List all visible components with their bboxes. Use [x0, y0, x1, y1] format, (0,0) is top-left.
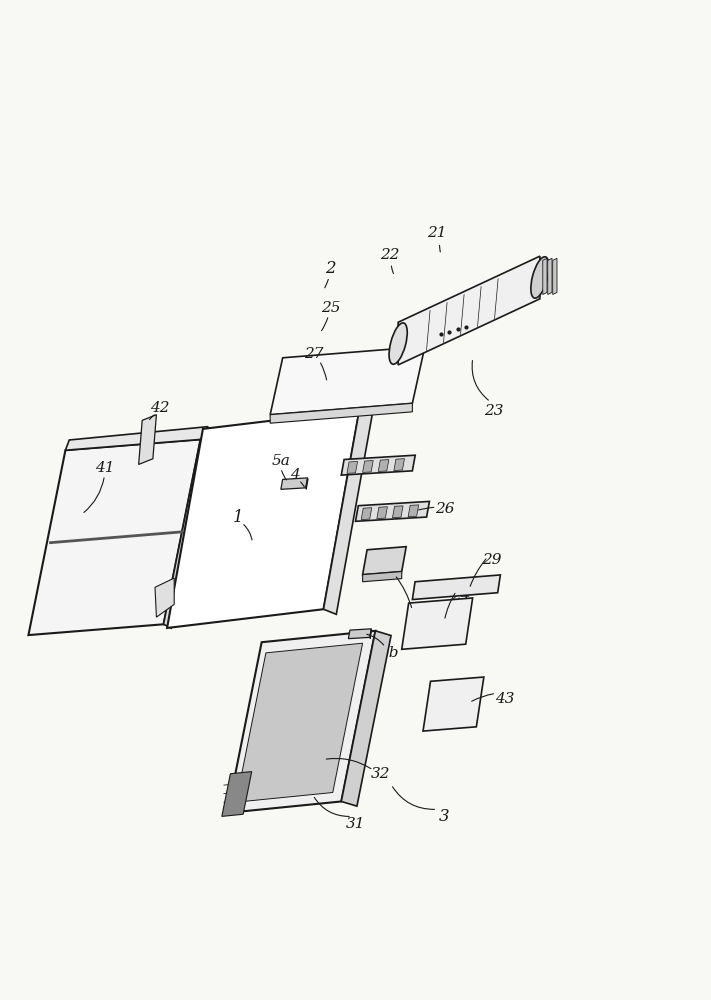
Polygon shape	[348, 629, 371, 639]
Polygon shape	[236, 643, 363, 802]
Polygon shape	[363, 461, 373, 472]
Polygon shape	[363, 547, 406, 575]
Polygon shape	[281, 478, 308, 489]
Polygon shape	[155, 578, 174, 617]
Text: 2: 2	[326, 260, 336, 277]
Text: 1: 1	[233, 509, 243, 526]
Polygon shape	[28, 439, 201, 635]
Text: 24: 24	[451, 589, 471, 603]
Polygon shape	[402, 598, 473, 649]
Polygon shape	[270, 346, 425, 415]
Polygon shape	[270, 403, 412, 423]
Polygon shape	[423, 677, 483, 731]
Text: 22: 22	[380, 248, 400, 262]
Polygon shape	[222, 772, 252, 816]
Text: 42: 42	[150, 401, 170, 415]
Polygon shape	[324, 410, 372, 614]
Polygon shape	[341, 455, 415, 475]
Text: 25: 25	[321, 301, 341, 315]
Text: 28: 28	[407, 610, 427, 624]
Polygon shape	[361, 508, 372, 520]
Polygon shape	[347, 461, 358, 473]
Polygon shape	[228, 631, 375, 813]
Polygon shape	[552, 258, 557, 295]
Text: 21: 21	[427, 226, 447, 240]
Polygon shape	[542, 258, 547, 295]
Text: 23: 23	[484, 404, 504, 418]
Polygon shape	[370, 629, 372, 639]
Polygon shape	[394, 459, 405, 471]
Text: 31: 31	[346, 817, 365, 831]
Text: 41: 41	[95, 461, 115, 475]
Polygon shape	[547, 258, 552, 295]
Text: 4: 4	[290, 468, 300, 482]
Ellipse shape	[389, 323, 407, 364]
Text: 5b: 5b	[380, 646, 400, 660]
Polygon shape	[164, 439, 208, 628]
Text: 3: 3	[439, 808, 449, 825]
Polygon shape	[377, 507, 387, 519]
Polygon shape	[392, 506, 403, 518]
Polygon shape	[378, 460, 389, 471]
Text: 26: 26	[435, 502, 455, 516]
Text: 32: 32	[370, 767, 390, 781]
Polygon shape	[167, 410, 359, 628]
Text: 29: 29	[482, 553, 502, 567]
Text: 5a: 5a	[272, 454, 290, 468]
Polygon shape	[306, 478, 308, 489]
Polygon shape	[408, 505, 419, 517]
Polygon shape	[65, 427, 208, 450]
Ellipse shape	[531, 257, 549, 298]
Text: 43: 43	[495, 692, 515, 706]
Polygon shape	[139, 415, 156, 464]
Text: 27: 27	[304, 347, 324, 361]
Polygon shape	[341, 631, 391, 806]
Polygon shape	[398, 256, 540, 365]
Polygon shape	[356, 501, 429, 521]
Polygon shape	[363, 572, 402, 582]
Polygon shape	[412, 575, 501, 600]
